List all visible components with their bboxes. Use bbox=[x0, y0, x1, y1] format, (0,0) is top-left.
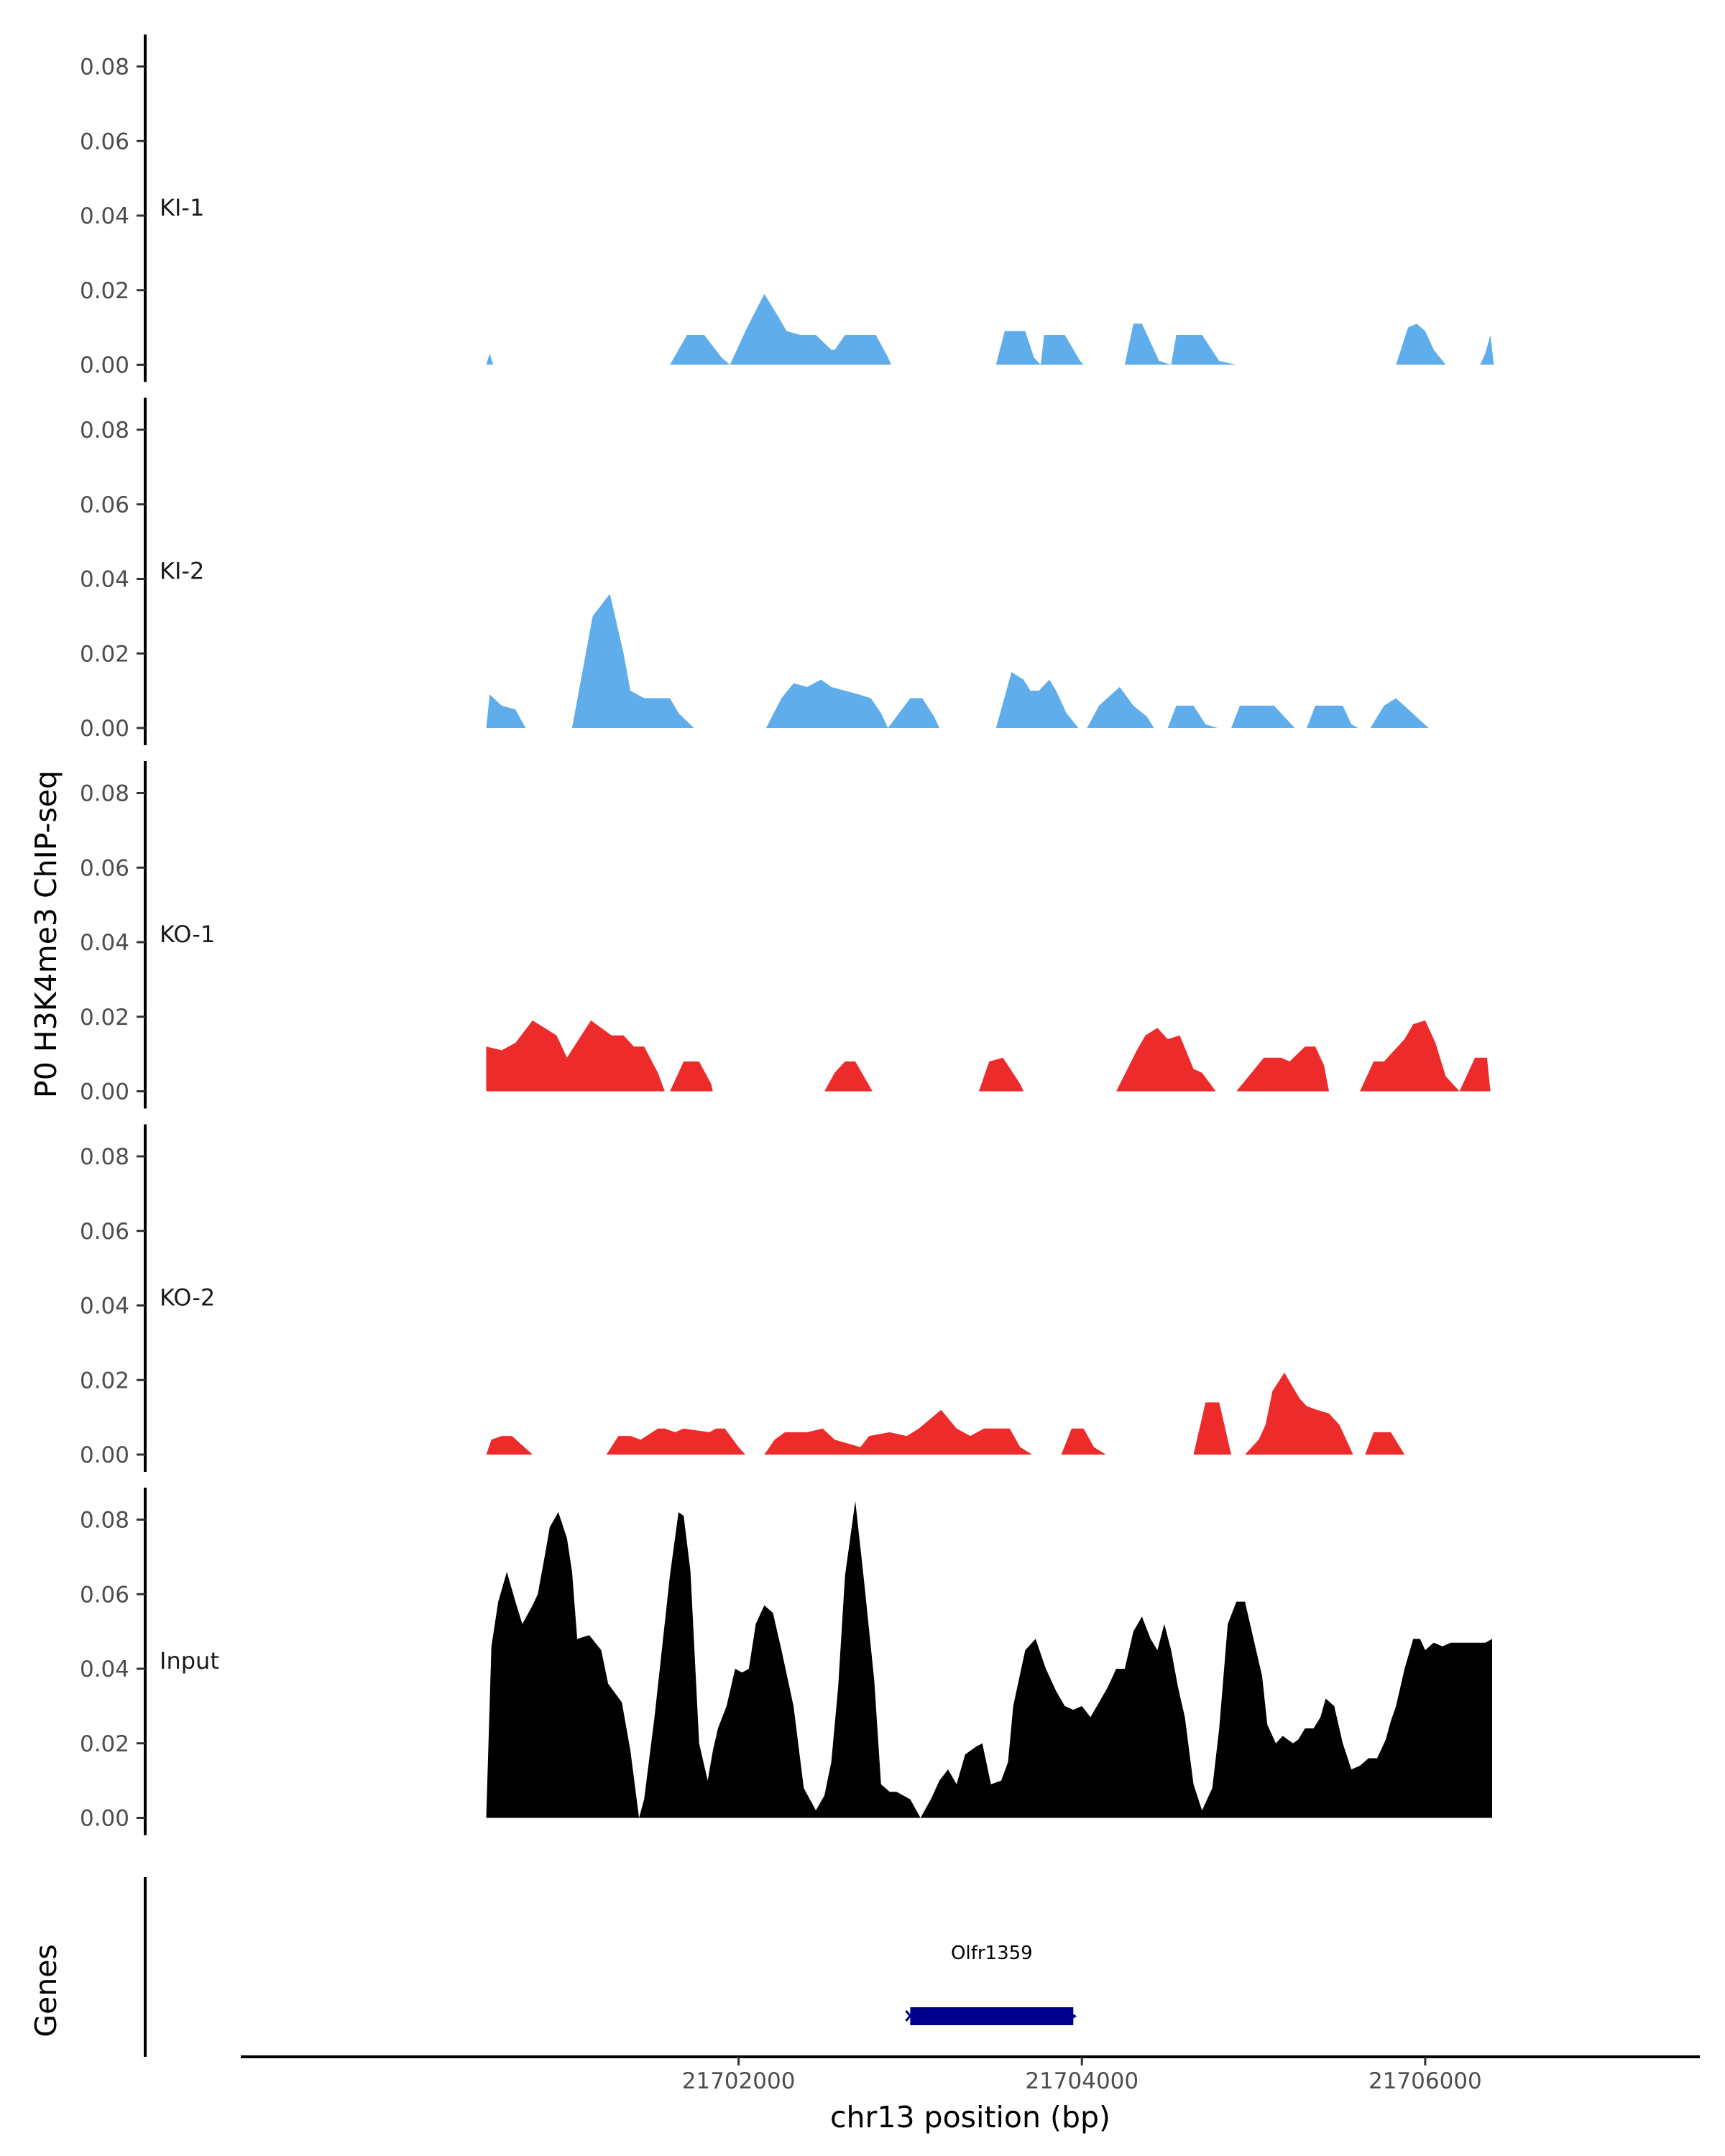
signal-area-ki-2 bbox=[486, 594, 1429, 728]
y-tick-label: 0.08 bbox=[80, 1144, 129, 1170]
signal-area-input bbox=[486, 1501, 1492, 1818]
gene-olfr1359: Olfr1359 bbox=[905, 1943, 1077, 2025]
genes-panel: Olfr1359 bbox=[144, 1877, 1077, 2057]
tracks-layer: 0.00 0.02 0.04 0.06 0.08 KI-1 0.00 0.02 0.04 0.06… bbox=[80, 34, 1494, 1835]
gene-label: Olfr1359 bbox=[951, 1943, 1033, 1964]
y-tick-label: 0.02 bbox=[80, 641, 129, 667]
y-tick-label: 0.06 bbox=[80, 492, 129, 518]
y-tick-label: 0.00 bbox=[80, 353, 129, 379]
y-tick-label: 0.00 bbox=[80, 1079, 129, 1105]
track-ki-1: 0.00 0.02 0.04 0.06 0.08 KI-1 bbox=[80, 34, 1494, 382]
track-label: KI-2 bbox=[160, 558, 204, 585]
track-label: KO-2 bbox=[160, 1284, 215, 1312]
x-axis: 21702000 21704000 21706000 bbox=[241, 2055, 1700, 2094]
x-tick-label: 21706000 bbox=[1368, 2068, 1482, 2094]
genes-axis-title: Genes bbox=[29, 1944, 63, 2037]
y-tick-label: 0.00 bbox=[80, 1442, 129, 1468]
y-tick-label: 0.02 bbox=[80, 1731, 129, 1757]
y-tick-label: 0.08 bbox=[80, 55, 129, 80]
y-axis-title: P0 H3K4me3 ChIP-seq bbox=[29, 770, 63, 1098]
y-tick-label: 0.04 bbox=[80, 1657, 129, 1682]
strand-arrow-icon bbox=[1065, 2009, 1077, 2023]
track-label: Input bbox=[160, 1647, 219, 1674]
signal-area-ko-2 bbox=[486, 1372, 1439, 1455]
track-ko-2: 0.00 0.02 0.04 0.06 0.08 KO-2 bbox=[80, 1124, 1439, 1472]
x-axis-title: chr13 position (bp) bbox=[830, 2100, 1110, 2134]
signal-area-ki-1 bbox=[486, 293, 1494, 365]
x-tick-label: 21704000 bbox=[1025, 2068, 1138, 2094]
y-tick-label: 0.08 bbox=[80, 418, 129, 443]
y-tick-label: 0.04 bbox=[80, 930, 129, 956]
track-ko-1: 0.00 0.02 0.04 0.06 0.08 KO-1 bbox=[80, 761, 1491, 1109]
gene-body bbox=[910, 2007, 1074, 2025]
y-tick-label: 0.06 bbox=[80, 1582, 129, 1608]
y-tick-label: 0.00 bbox=[80, 716, 129, 742]
track-label: KI-1 bbox=[160, 194, 204, 221]
y-tick-label: 0.06 bbox=[80, 855, 129, 881]
y-tick-label: 0.02 bbox=[80, 278, 129, 304]
y-tick-label: 0.00 bbox=[80, 1806, 129, 1832]
y-tick-label: 0.06 bbox=[80, 129, 129, 155]
y-tick-label: 0.04 bbox=[80, 1294, 129, 1319]
y-tick-label: 0.06 bbox=[80, 1219, 129, 1245]
signal-area-ko-1 bbox=[486, 1020, 1491, 1092]
y-tick-label: 0.02 bbox=[80, 1368, 129, 1393]
track-ki-2: 0.00 0.02 0.04 0.06 0.08 KI-2 bbox=[80, 397, 1429, 745]
y-tick-label: 0.08 bbox=[80, 781, 129, 807]
y-tick-label: 0.04 bbox=[80, 567, 129, 593]
y-tick-label: 0.04 bbox=[80, 203, 129, 229]
strand-arrow-icon bbox=[905, 2010, 916, 2022]
y-tick-label: 0.02 bbox=[80, 1005, 129, 1031]
track-label: KO-1 bbox=[160, 921, 215, 948]
x-tick-label: 21702000 bbox=[682, 2068, 796, 2094]
track-input: 0.00 0.02 0.04 0.06 0.08 Input bbox=[80, 1488, 1492, 1835]
y-tick-label: 0.08 bbox=[80, 1508, 129, 1534]
